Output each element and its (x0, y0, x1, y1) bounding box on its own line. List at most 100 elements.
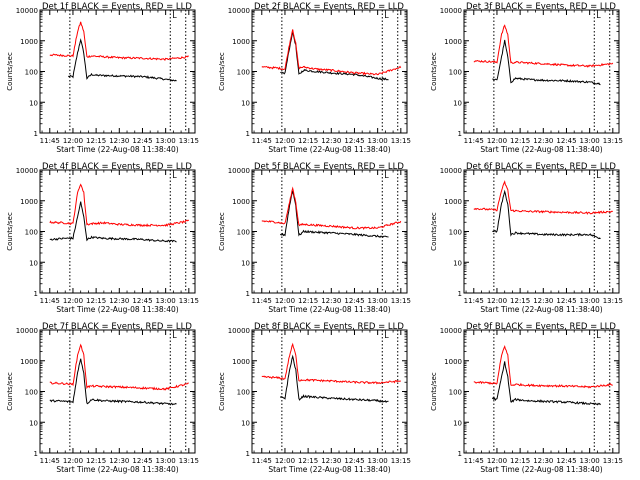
lld-rate-line (49, 343, 189, 391)
x-tick-label: 12:30 (109, 297, 129, 305)
x-tick-label: 13:15 (603, 457, 623, 465)
detector-panel-9: Det 9f BLACK = Events, RED = LLD 1 10 100 10… (430, 322, 623, 474)
x-tick-label: 12:15 (298, 457, 318, 465)
x-tick-label: 12:30 (109, 457, 129, 465)
lld-rate-line (261, 342, 401, 385)
x-tick-label: 11:45 (40, 457, 60, 465)
marker-label: L (596, 171, 601, 180)
x-tick-label: 11:45 (252, 297, 272, 305)
panel-title: Det 8f BLACK = Events, RED = LLD (254, 322, 404, 332)
lld-rate-line (49, 21, 189, 61)
x-axis-label: Start Time (22-Aug-08 11:38:40) (56, 145, 178, 154)
x-tick-label: 12:45 (556, 137, 576, 145)
x-tick-label: 11:45 (40, 137, 60, 145)
x-axis-label: Start Time (22-Aug-08 11:38:40) (480, 465, 602, 474)
x-tick-label: 12:15 (510, 297, 530, 305)
y-tick-label: 10000 (16, 327, 38, 335)
y-tick-label: 100 (25, 69, 38, 77)
detector-panel-6: Det 6f BLACK = Events, RED = LLD 1 10 100 10… (430, 162, 623, 314)
y-tick-label: 10000 (228, 7, 250, 15)
x-tick-label: 13:00 (368, 137, 388, 145)
x-tick-label: 13:00 (580, 137, 600, 145)
x-tick-label: 12:30 (321, 297, 341, 305)
events-rate-line (67, 38, 177, 82)
y-tick-label: 10000 (440, 327, 462, 335)
y-axis-label: Counts/sec (430, 372, 438, 411)
y-axis-label: Counts/sec (6, 52, 14, 91)
events-rate-line (492, 189, 601, 240)
y-tick-label: 10000 (228, 327, 250, 335)
x-tick-label: 13:15 (179, 297, 199, 305)
y-tick-label: 10 (241, 99, 250, 107)
x-tick-label: 12:45 (132, 457, 152, 465)
x-tick-label: 12:15 (298, 297, 318, 305)
panel-title: Det 4f BLACK = Events, RED = LLD (42, 162, 192, 172)
y-tick-label: 1 (34, 290, 38, 298)
x-tick-label: 13:00 (580, 297, 600, 305)
x-tick-label: 12:00 (487, 137, 507, 145)
y-tick-label: 1 (246, 290, 250, 298)
x-tick-label: 12:00 (63, 297, 83, 305)
x-tick-label: 13:00 (156, 297, 176, 305)
events-rate-line (492, 39, 601, 86)
panel-title: Det 3f BLACK = Events, RED = LLD (466, 2, 616, 12)
panel-title: Det 5f BLACK = Events, RED = LLD (254, 162, 404, 172)
x-tick-label: 12:00 (487, 457, 507, 465)
plot-frame (39, 9, 196, 134)
panel-title: Det 7f BLACK = Events, RED = LLD (42, 322, 192, 332)
y-axis-label: Counts/sec (218, 212, 226, 251)
y-tick-label: 10 (29, 259, 38, 267)
x-tick-label: 12:30 (109, 137, 129, 145)
lld-rate-line (49, 183, 189, 228)
events-rate-line (280, 30, 389, 81)
x-axis-label: Start Time (22-Aug-08 11:38:40) (480, 305, 602, 314)
events-rate-line (49, 358, 177, 406)
y-tick-label: 10000 (16, 7, 38, 15)
y-tick-label: 10 (241, 259, 250, 267)
detector-panel-8: Det 8f BLACK = Events, RED = LLD 1 10 100 10… (218, 322, 411, 474)
marker-label: L (172, 171, 177, 180)
y-tick-label: 10 (29, 419, 38, 427)
x-tick-label: 12:00 (487, 297, 507, 305)
y-tick-label: 1000 (444, 358, 462, 366)
y-tick-label: 10000 (440, 167, 462, 175)
detector-panel-4: Det 4f BLACK = Events, RED = LLD 1 10 100 10… (6, 162, 199, 314)
y-axis-label: Counts/sec (218, 52, 226, 91)
x-tick-label: 11:45 (464, 297, 484, 305)
panel-title: Det 6f BLACK = Events, RED = LLD (466, 162, 616, 172)
marker-label: L (172, 11, 177, 20)
events-rate-line (279, 354, 389, 404)
x-tick-label: 12:30 (533, 137, 553, 145)
x-tick-label: 13:15 (603, 137, 623, 145)
lld-rate-line (261, 29, 402, 76)
x-tick-label: 11:45 (464, 137, 484, 145)
x-tick-label: 12:00 (275, 457, 295, 465)
x-tick-label: 13:00 (368, 297, 388, 305)
x-tick-label: 12:30 (533, 297, 553, 305)
x-tick-label: 13:15 (179, 457, 199, 465)
x-axis-label: Start Time (22-Aug-08 11:38:40) (268, 305, 390, 314)
x-axis-label: Start Time (22-Aug-08 11:38:40) (56, 465, 178, 474)
plot-frame (39, 329, 196, 454)
x-tick-label: 13:15 (603, 297, 623, 305)
y-tick-label: 100 (237, 69, 250, 77)
y-tick-label: 10 (453, 259, 462, 267)
lld-rate-line (473, 24, 614, 68)
y-axis-label: Counts/sec (430, 52, 438, 91)
x-tick-label: 12:45 (556, 457, 576, 465)
x-tick-label: 11:45 (252, 457, 272, 465)
y-tick-label: 10000 (228, 167, 250, 175)
x-tick-label: 12:15 (86, 297, 106, 305)
y-axis-label: Counts/sec (218, 372, 226, 411)
marker-label: L (596, 331, 601, 340)
panel-title: Det 9f BLACK = Events, RED = LLD (466, 322, 616, 332)
y-tick-label: 100 (237, 389, 250, 397)
y-tick-label: 100 (449, 229, 462, 237)
x-tick-label: 11:45 (464, 457, 484, 465)
x-axis-label: Start Time (22-Aug-08 11:38:40) (56, 305, 178, 314)
x-tick-label: 12:15 (510, 457, 530, 465)
plot-frame (463, 329, 620, 454)
x-tick-label: 13:15 (391, 297, 411, 305)
y-tick-label: 1 (246, 130, 250, 138)
y-tick-label: 1 (458, 450, 462, 458)
